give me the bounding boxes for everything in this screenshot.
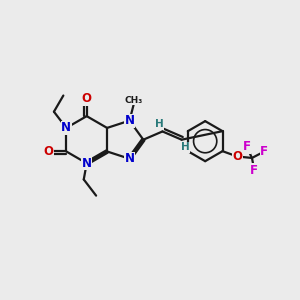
Text: N: N (61, 122, 71, 134)
Text: N: N (124, 114, 134, 127)
Text: F: F (243, 140, 251, 153)
Text: N: N (124, 152, 134, 165)
Text: F: F (260, 145, 268, 158)
Text: H: H (154, 119, 163, 129)
Text: O: O (82, 92, 92, 105)
Text: H: H (181, 142, 190, 152)
Text: O: O (44, 145, 54, 158)
Text: N: N (82, 157, 92, 170)
Text: CH₃: CH₃ (125, 95, 143, 104)
Text: F: F (250, 164, 258, 177)
Text: O: O (232, 150, 242, 163)
